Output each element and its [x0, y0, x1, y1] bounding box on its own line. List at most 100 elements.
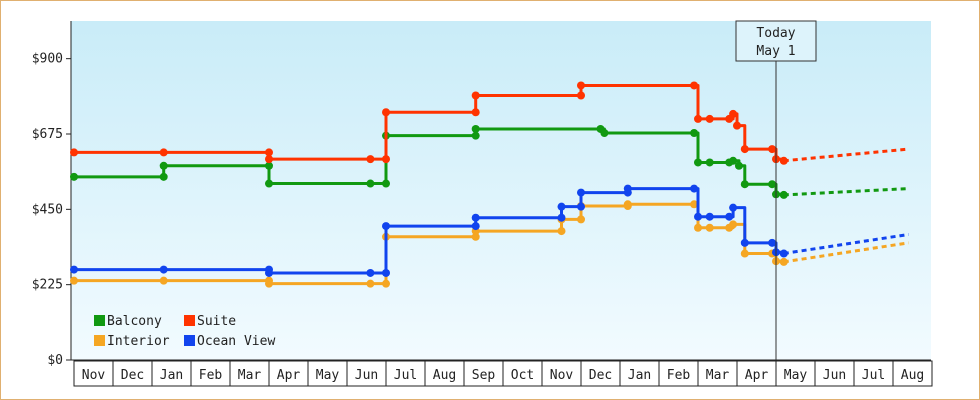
data-point: [734, 161, 743, 170]
x-tick-label: Jun: [355, 368, 378, 383]
plot-background: [71, 21, 931, 360]
x-tick-label: Oct: [511, 368, 534, 383]
x-tick-label: Nov: [550, 368, 574, 383]
data-point: [70, 172, 78, 181]
x-tick-label: Jul: [862, 368, 885, 383]
data-point: [577, 202, 585, 211]
data-point: [729, 220, 738, 229]
data-point: [159, 172, 168, 181]
data-point: [729, 203, 738, 212]
y-tick-label: $675: [32, 127, 63, 142]
data-point: [382, 108, 390, 117]
today-label: Today: [756, 26, 795, 41]
legend-swatch: [184, 315, 195, 326]
data-point: [729, 109, 738, 118]
data-point: [690, 128, 699, 137]
x-tick-label: Aug: [433, 368, 456, 383]
data-point: [690, 184, 699, 193]
legend-item-interior: Interior: [94, 334, 170, 349]
data-point: [577, 215, 585, 224]
y-tick-label: $225: [32, 278, 63, 293]
data-point: [265, 161, 273, 170]
data-point: [694, 223, 702, 232]
data-point: [382, 279, 390, 288]
data-point: [557, 213, 566, 222]
data-point: [265, 268, 273, 277]
data-point: [265, 155, 273, 164]
data-point: [70, 265, 78, 274]
data-point: [471, 124, 480, 133]
data-point: [740, 145, 749, 154]
data-point: [694, 158, 702, 167]
data-point: [265, 179, 273, 188]
data-point: [366, 179, 375, 188]
data-point: [471, 91, 480, 100]
x-tick-label: Jan: [628, 368, 651, 383]
data-point: [159, 148, 168, 157]
data-point: [623, 200, 632, 209]
data-point: [623, 184, 632, 193]
data-point: [768, 180, 777, 189]
y-tick-label: $900: [32, 52, 63, 67]
x-tick-label: Feb: [667, 368, 691, 383]
legend-item-ocean-view: Ocean View: [184, 334, 275, 349]
legend-item-suite: Suite: [184, 314, 236, 329]
data-point: [70, 276, 78, 285]
legend-label: Interior: [107, 334, 170, 349]
x-tick-label: Feb: [199, 368, 223, 383]
data-point: [577, 91, 585, 100]
forecast-line: [783, 147, 909, 163]
today-date: May 1: [756, 44, 795, 59]
x-tick-label: Apr: [745, 368, 769, 383]
forecast-line: [783, 232, 909, 256]
x-tick-label: May: [316, 368, 340, 383]
data-point: [382, 268, 390, 277]
data-point: [694, 114, 702, 123]
data-point: [705, 212, 714, 221]
legend: Balcony Suite Interior Ocean View: [94, 314, 275, 349]
data-point: [159, 161, 168, 170]
x-tick-label: Nov: [82, 368, 106, 383]
y-tick-label: $0: [47, 353, 63, 368]
legend-label: Suite: [197, 314, 236, 329]
data-point: [733, 121, 741, 130]
data-point: [382, 179, 390, 188]
data-point: [70, 148, 78, 157]
data-point: [600, 128, 609, 137]
data-point: [694, 212, 702, 221]
data-point: [705, 158, 714, 167]
data-point: [366, 268, 375, 277]
legend-label: Ocean View: [197, 334, 275, 349]
axes: $0 $225 $450 $675 $900 Nov Dec Jan Feb Mar Apr May J…: [32, 21, 933, 387]
x-tick-label: Mar: [238, 368, 262, 383]
data-point: [471, 222, 480, 231]
x-tick-label: Aug: [901, 368, 924, 383]
data-point: [768, 145, 777, 154]
data-point: [471, 131, 480, 140]
data-point: [740, 180, 749, 189]
forecast-line: [783, 241, 909, 264]
today-marker: Today May 1: [735, 20, 817, 360]
data-point: [729, 156, 738, 165]
data-point: [265, 148, 273, 157]
legend-swatch: [94, 315, 105, 326]
series-ocean-view: [70, 184, 909, 277]
x-tick-label: Dec: [121, 368, 144, 383]
data-point: [740, 238, 749, 247]
data-point: [557, 202, 566, 211]
data-point: [705, 223, 714, 232]
series-balcony: [70, 124, 909, 199]
data-point: [471, 213, 480, 222]
data-point: [725, 212, 734, 221]
data-point: [159, 276, 168, 285]
series-interior: [70, 200, 909, 288]
data-point: [690, 81, 699, 90]
x-tick-label: Jun: [823, 368, 846, 383]
today-box: [735, 20, 817, 62]
data-point: [740, 249, 749, 258]
data-point: [471, 232, 480, 241]
x-tick-label: Jul: [394, 368, 417, 383]
series-layer: [70, 81, 909, 288]
